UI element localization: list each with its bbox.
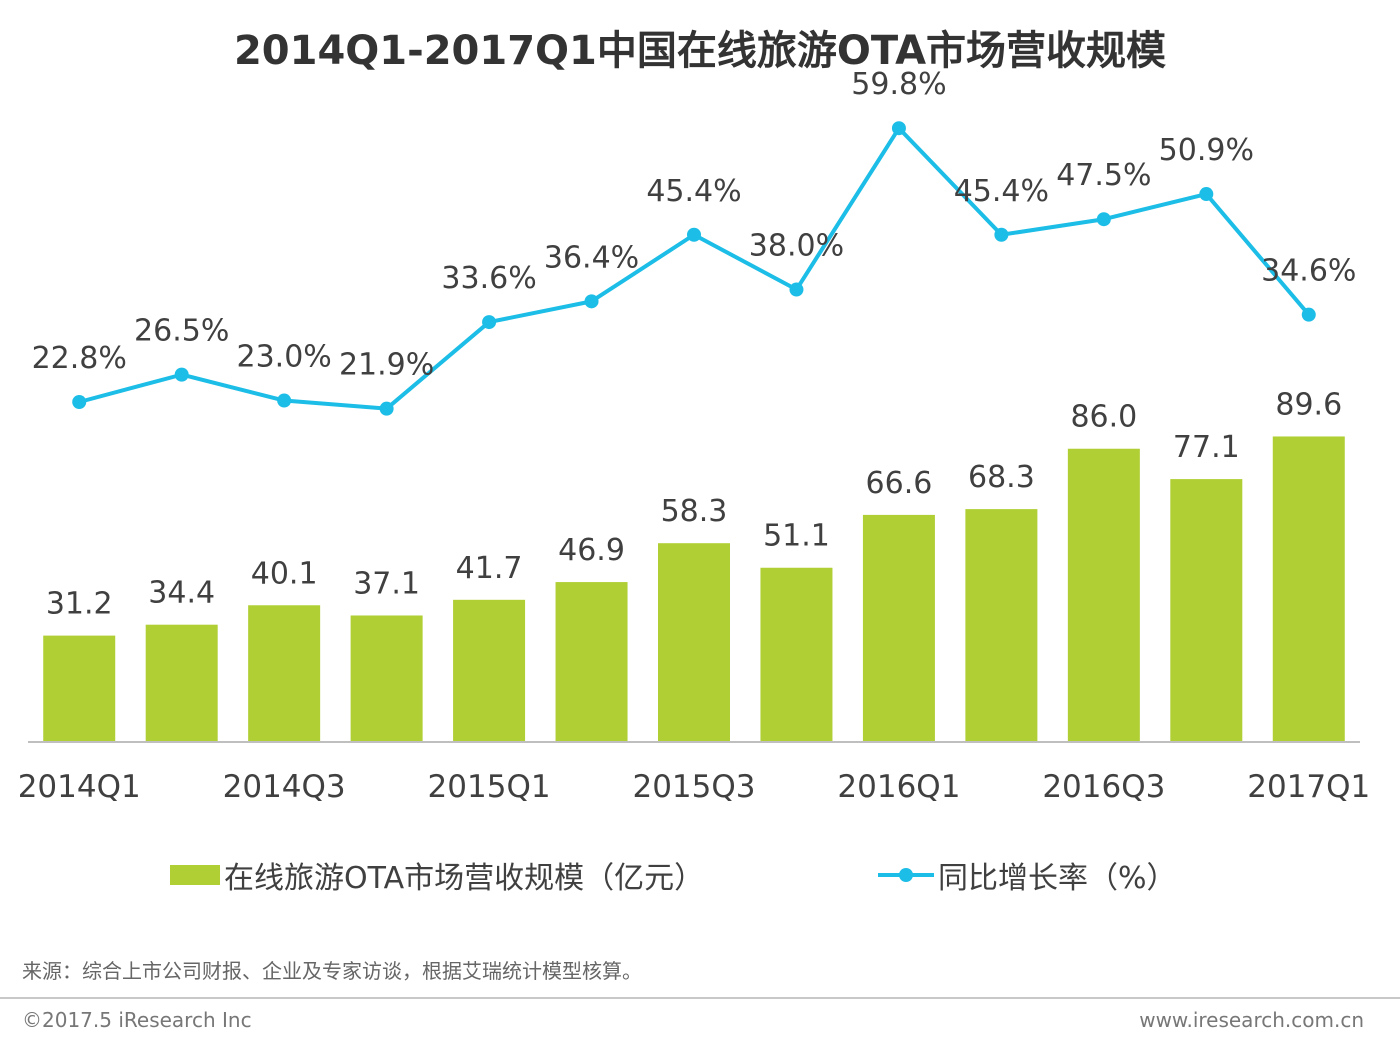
chart-title: 2014Q1-2017Q1中国在线旅游OTA市场营收规模 [233,28,1167,74]
x-tick-label-2014Q3: 2014Q3 [223,769,346,805]
growth-point-2015Q1 [482,315,497,330]
bar-label-2016Q1: 66.6 [866,466,933,501]
growth-label-2015Q4: 38.0% [749,229,844,264]
growth-point-2016Q4 [1199,187,1214,202]
growth-point-2015Q3 [687,227,701,242]
x-tick-label-2014Q1: 2014Q1 [18,769,141,805]
bar-label-2015Q3: 58.3 [661,494,728,529]
bar-label-2014Q2: 34.4 [148,576,215,611]
growth-point-2014Q2 [174,367,189,382]
bar-label-2016Q3: 86.0 [1070,400,1137,435]
bar-2014Q1 [43,635,116,742]
growth-label-2014Q3: 23.0% [236,340,331,375]
legend-item-growth: 同比增长率（%） [878,853,1177,897]
legend-label-growth: 同比增长率（%） [938,861,1177,896]
growth-label-2016Q2: 45.4% [954,174,1049,209]
growth-point-2016Q1 [891,121,906,136]
x-tick-label-2017Q1: 2017Q1 [1247,769,1370,805]
growth-point-2014Q1 [72,395,87,409]
growth-point-2016Q3 [1096,212,1111,227]
growth-point-2014Q4 [379,401,394,416]
growth-point-2017Q1 [1301,307,1316,322]
growth-label-2014Q2: 26.5% [134,314,229,349]
growth-label-2014Q4: 21.9% [339,348,434,383]
bar-2016Q1 [862,514,935,742]
legend-item-revenue: 在线旅游OTA市场营收规模（亿元） [170,853,704,897]
bar-label-2014Q4: 37.1 [353,566,420,601]
bar-label-2016Q4: 77.1 [1173,430,1240,465]
growth-point-2016Q2 [994,227,1009,242]
legend-label-revenue: 在线旅游OTA市场营收规模（亿元） [224,861,705,896]
legend-swatch-line [878,865,934,885]
source-note: 来源：综合上市公司财报、企业及专家访谈，根据艾瑞统计模型核算。 [22,959,642,983]
bar-2016Q2 [965,509,1038,742]
bar-2014Q4 [350,615,423,742]
bar-2017Q1 [1272,436,1345,742]
bar-2016Q4 [1170,479,1243,742]
footer-divider [0,997,1400,999]
bar-label-2014Q3: 40.1 [251,556,318,591]
bar-label-2015Q1: 41.7 [456,551,523,586]
x-tick-label-2016Q1: 2016Q1 [837,769,960,805]
legend-swatch-bar [170,865,220,885]
growth-label-2016Q3: 47.5% [1056,158,1151,193]
bar-label-2017Q1: 89.6 [1275,387,1342,422]
growth-label-2015Q3: 45.4% [646,174,741,209]
bar-label-2016Q2: 68.3 [968,460,1035,495]
chart-legend: 在线旅游OTA市场营收规模（亿元） 同比增长率（%） [0,848,1400,898]
x-tick-label-2016Q3: 2016Q3 [1042,769,1165,805]
bar-2015Q1 [453,599,526,742]
growth-label-2014Q1: 22.8% [32,341,127,376]
growth-label-2015Q1: 33.6% [441,261,536,296]
website-text: www.iresearch.com.cn [1139,1008,1364,1032]
growth-point-2014Q3 [277,393,292,408]
growth-label-2015Q2: 36.4% [544,240,639,275]
growth-point-2015Q2 [584,294,599,309]
bar-label-2014Q1: 31.2 [46,587,113,622]
bar-label-2015Q2: 46.9 [558,533,625,568]
growth-label-2016Q1: 59.8% [851,67,946,102]
bar-2014Q2 [145,624,218,742]
x-tick-label-2015Q3: 2015Q3 [632,769,755,805]
growth-label-2017Q1: 34.6% [1261,254,1356,289]
growth-point-2015Q4 [789,282,804,297]
bar-2014Q3 [248,605,321,742]
bar-2015Q4 [760,567,833,742]
bar-2016Q3 [1067,448,1140,742]
x-tick-label-2015Q1: 2015Q1 [428,769,551,805]
bar-2015Q3 [658,543,730,742]
bar-2015Q2 [555,582,628,742]
growth-label-2016Q4: 50.9% [1159,133,1254,168]
copyright-text: ©2017.5 iResearch Inc [22,1008,252,1032]
bar-label-2015Q4: 51.1 [763,519,830,554]
